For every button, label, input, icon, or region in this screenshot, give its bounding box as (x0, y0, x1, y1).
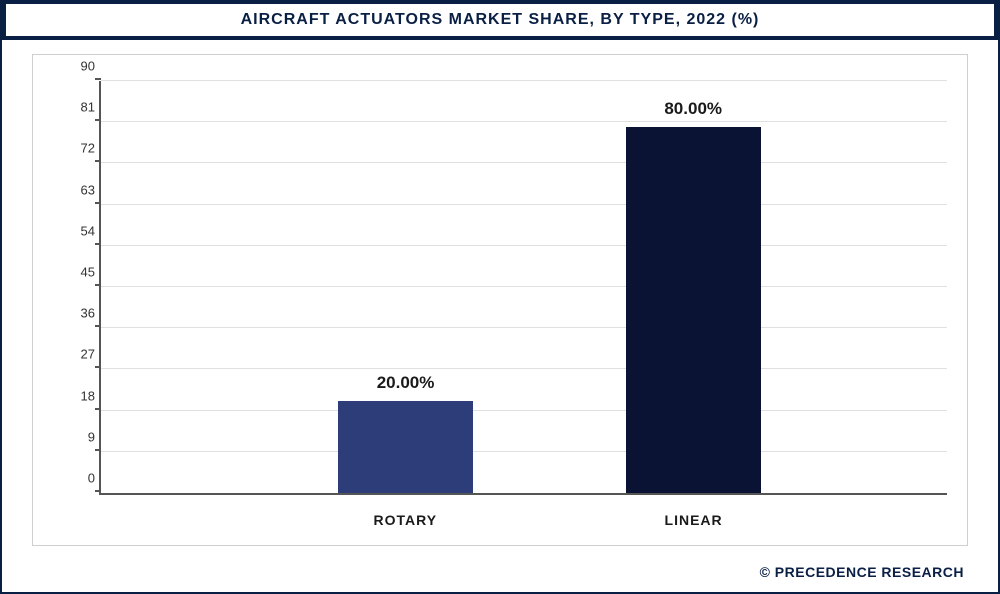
bar-value-label: 20.00% (377, 373, 435, 393)
gridline (101, 162, 947, 163)
y-tick-mark (95, 449, 101, 451)
bar-linear: 80.00% (626, 127, 761, 493)
gridline (101, 368, 947, 369)
gridline (101, 245, 947, 246)
footer-copyright: © PRECEDENCE RESEARCH (760, 564, 964, 580)
y-tick-label: 9 (55, 429, 95, 444)
y-tick-mark (95, 325, 101, 327)
y-tick-label: 18 (55, 388, 95, 403)
x-axis-label: LINEAR (665, 512, 723, 528)
gridline (101, 451, 947, 452)
y-tick-mark (95, 408, 101, 410)
y-tick-label: 72 (55, 141, 95, 156)
gridline (101, 286, 947, 287)
y-tick-mark (95, 284, 101, 286)
y-tick-label: 36 (55, 306, 95, 321)
y-tick-mark (95, 78, 101, 80)
y-tick-label: 45 (55, 265, 95, 280)
gridline (101, 327, 947, 328)
x-axis-label: ROTARY (373, 512, 437, 528)
gridline (101, 121, 947, 122)
y-tick-label: 54 (55, 223, 95, 238)
y-tick-mark (95, 202, 101, 204)
y-tick-mark (95, 160, 101, 162)
chart-card: 0 9 18 27 36 45 54 63 72 81 90 20.00% 80.00% ROTARY L… (32, 54, 968, 546)
y-tick-mark (95, 119, 101, 121)
y-tick-label: 90 (55, 59, 95, 74)
y-tick-label: 81 (55, 100, 95, 115)
gridline (101, 80, 947, 81)
title-bar: AIRCRAFT ACTUATORS MARKET SHARE, BY TYPE… (0, 0, 1000, 40)
title-inner: AIRCRAFT ACTUATORS MARKET SHARE, BY TYPE… (6, 4, 994, 36)
bar-rotary: 20.00% (338, 401, 473, 493)
y-tick-mark (95, 243, 101, 245)
y-tick-label: 63 (55, 182, 95, 197)
y-tick-mark (95, 366, 101, 368)
gridline (101, 410, 947, 411)
plot-area: 0918273645546372819020.00%80.00% (99, 81, 947, 495)
y-tick-label: 0 (55, 471, 95, 486)
chart-title: AIRCRAFT ACTUATORS MARKET SHARE, BY TYPE… (241, 11, 760, 29)
y-tick-mark (95, 490, 101, 492)
bar-value-label: 80.00% (664, 99, 722, 119)
gridline (101, 204, 947, 205)
y-tick-label: 27 (55, 347, 95, 362)
